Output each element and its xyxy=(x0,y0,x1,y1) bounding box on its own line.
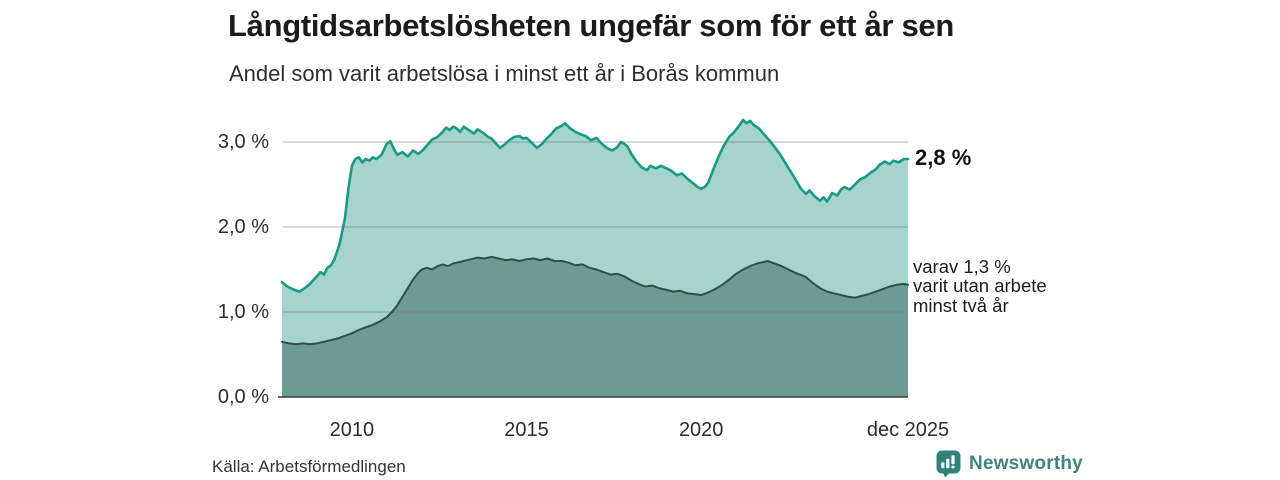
brand-footer: Newsworthy xyxy=(936,450,1083,478)
chart-subtitle: Andel som varit arbetslösa i minst ett å… xyxy=(229,61,780,86)
latest-value-label: 2,8 % xyxy=(915,145,972,170)
two-year-series-label: varav 1,3 % varit utan arbete minst två … xyxy=(913,255,1047,316)
series-line xyxy=(280,118,910,293)
area-fill xyxy=(282,256,908,397)
page-title: Långtidsarbetslösheten ungefär som för e… xyxy=(228,8,955,43)
source-note: Källa: Arbetsförmedlingen xyxy=(212,457,406,476)
brand-name: Newsworthy xyxy=(969,453,1083,474)
series-line xyxy=(281,255,909,346)
newsworthy-logo-icon xyxy=(936,450,961,478)
